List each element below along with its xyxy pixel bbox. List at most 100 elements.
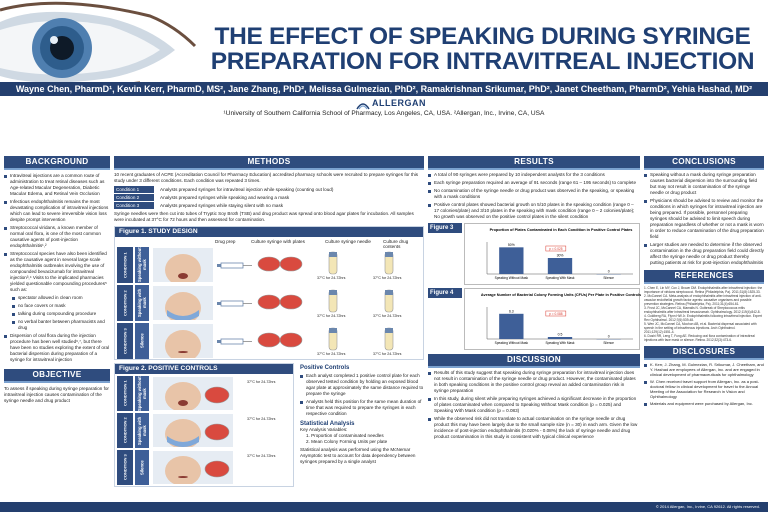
- allergan-wordmark: ALLERGAN: [372, 98, 426, 108]
- chart-bar: [547, 258, 573, 274]
- sub-bullet: spectator allowed in clean room: [12, 295, 110, 301]
- row-condition-label: CONDITION 2: [117, 413, 133, 448]
- chart-bar: [499, 313, 524, 339]
- condition-tag: Condition 3: [114, 202, 154, 209]
- title-line-2: PREPARATION FOR INTRAVITREAL INJECTION: [210, 48, 755, 75]
- reference-item: 4. Goldberg RA, Flynn HW Jr. Endophthalm…: [644, 314, 762, 322]
- figure-1-row: CONDITION 1 Speaking without mask 37°C for…: [117, 247, 421, 283]
- incubation-label: 37°C for 24-72hrs: [247, 380, 276, 384]
- col-label: Drug prep: [215, 239, 236, 244]
- stats-item: 1. Proportion of contaminated needles: [306, 433, 384, 438]
- figure-3: Figure 3 Proportion of Plates Contaminat…: [428, 223, 640, 285]
- stats-text: Statistical analysis was performed using…: [300, 447, 416, 464]
- condition-tag: Condition 1: [114, 186, 154, 193]
- figure-1: Figure 1. STUDY DESIGN Drug prep Culture…: [114, 226, 424, 360]
- condition-text: Analysts prepared syringes while speakin…: [160, 195, 290, 200]
- data-label: 0.5: [558, 333, 563, 337]
- copyright-footer: © 2014 Allergan, Inc., Irvine, CA 92612.…: [0, 502, 768, 512]
- figure-1-grid: Drug prep Culture syringe with plates Cu…: [135, 239, 423, 359]
- analyst-face-icon: [153, 377, 233, 410]
- conclusion-bullet: Physicians should be advised to review a…: [644, 198, 764, 240]
- section-divider: [114, 168, 424, 170]
- methods-intro: 10 recent graduates of ACPE (Accreditati…: [114, 172, 419, 183]
- affiliation: ¹University of Southern California Schoo…: [223, 110, 545, 117]
- positive-bullet: Analysts held this position for the same…: [300, 399, 424, 417]
- culture-tube-icon: [328, 327, 338, 351]
- figure-2-row: CONDITION 1 Speaking without mask 37°C for…: [117, 376, 293, 411]
- condition-text: Analysts prepared syringes for intravitr…: [160, 187, 334, 192]
- figure-1-title: Figure 1. STUDY DESIGN: [115, 227, 423, 237]
- condition-text: Analysts prepared syringes while staying…: [160, 203, 284, 208]
- chart-3-svg: Proportion of Plates Contaminated in Eac…: [486, 228, 633, 280]
- condition-row: Condition 3 Analysts prepared syringes wh…: [114, 202, 424, 209]
- references-heading: REFERENCES: [644, 270, 764, 282]
- discussion-bullet: In this study, during silent while prepa…: [428, 396, 640, 414]
- background-bullet: Streptococcal viridans, a known member o…: [4, 225, 110, 249]
- disclosures-body: K. Kerr, J. Zhang, M. Gulmezian, R. Srik…: [644, 362, 764, 406]
- figure-1-row: CONDITION 3 Silence 37°C for 24-72hrs 37°C …: [117, 323, 421, 359]
- analyst-face-icon: [153, 414, 233, 447]
- title-line-1: THE EFFECT OF SPEAKING DURING SYRINGE: [214, 23, 751, 50]
- row-condition-name: Speaking with mask: [135, 413, 149, 448]
- row-condition-label: CONDITION 1: [117, 376, 133, 411]
- chart-bar: [547, 337, 573, 339]
- sub-bullet: talking during compounding procedure: [12, 311, 110, 317]
- section-divider: [644, 282, 764, 284]
- row-condition-label: CONDITION 3: [117, 450, 133, 485]
- conclusions-body: Speaking without a mask during syringe p…: [644, 172, 764, 266]
- data-label: 0: [608, 335, 610, 339]
- conditions-list: Condition 1 Analysts prepared syringes fo…: [114, 186, 424, 209]
- data-label: 30%: [557, 254, 564, 258]
- background-bullet: Intravitreal injections are a common rou…: [4, 173, 110, 197]
- analyst-face-icon: [153, 324, 213, 358]
- conclusions-column: CONCLUSIONS Speaking without a mask duri…: [644, 156, 764, 406]
- figure-4: Figure 4 Average Number of Bacterial Col…: [428, 288, 641, 350]
- section-divider: [428, 168, 640, 170]
- condition-row: Condition 2 Analysts prepared syringes wh…: [114, 194, 424, 201]
- background-column: BACKGROUND Intravitreal injections are a…: [4, 156, 110, 404]
- row-condition-name: Speaking without mask: [135, 376, 149, 411]
- figure-4-label: Figure 4: [428, 288, 462, 298]
- authors: Wayne Chen, PharmD¹, Kevin Kerr, PharmD,…: [0, 82, 768, 96]
- background-bullet: Dispersion of oral flora during the inje…: [4, 333, 110, 363]
- p-value-annotation: p = 0.088: [549, 312, 563, 316]
- sub-bullet-list: spectator allowed in clean room no face …: [4, 295, 110, 331]
- figure-3-label: Figure 3: [428, 223, 462, 233]
- sub-bullet: no face covers or mask: [12, 303, 110, 309]
- chart-title: Proportion of Plates Contaminated in Eac…: [490, 228, 633, 232]
- culture-tube-icon: [328, 251, 338, 275]
- allergan-mark-icon: [356, 98, 370, 110]
- eye-image: [0, 0, 200, 98]
- culture-tube-icon: [384, 289, 394, 313]
- results-heading: RESULTS: [428, 156, 640, 168]
- p-value-box: [545, 310, 567, 317]
- section-divider: [428, 366, 640, 368]
- incubation-label: 37°C for 24-72hrs: [373, 314, 402, 318]
- incubation-label: 37°C for 24-72hrs: [317, 352, 346, 356]
- incubation-label: 37°C for 24-72hrs: [317, 314, 346, 318]
- disclosure-bullet: Materials and equipment were purchased b…: [644, 401, 764, 406]
- category-label: Silence: [603, 341, 614, 345]
- stats-key: Key Analysis Variables:: [300, 427, 348, 432]
- row-condition-name: Silence: [135, 450, 149, 485]
- background-heading: BACKGROUND: [4, 156, 110, 168]
- section-divider: [4, 168, 110, 170]
- objective-text: To assess if speaking during syringe pre…: [4, 386, 109, 403]
- culture-tube-icon: [384, 327, 394, 351]
- references-list: 1. Chen E, Lin MY, Cox J, Brown DM. Endo…: [644, 286, 764, 342]
- row-condition-name: Speaking without mask: [135, 247, 149, 283]
- incubation-label: 37°C for 24-72hrs: [317, 276, 346, 280]
- category-label: Speaking With Mask: [545, 276, 574, 280]
- condition-tag: Condition 2: [114, 194, 154, 201]
- figure-2-row: CONDITION 3 Silence 37°C for 24-72hrs: [117, 450, 293, 485]
- discussion-bullet: Results of this study suggest that speak…: [428, 370, 640, 394]
- section-divider: [644, 358, 764, 360]
- poster-header: THE EFFECT OF SPEAKING DURING SYRINGE PR…: [0, 0, 768, 108]
- background-bullet: Streptococcal species have also been ide…: [4, 251, 110, 293]
- syringe-icon: [217, 262, 252, 269]
- chart-4: Average Number of Bacterial Colony Formi…: [464, 288, 641, 350]
- agar-plate-icon: [257, 256, 303, 272]
- methods-outro: Syringe needles were then cut into tubes…: [114, 211, 414, 222]
- discussion-bullet: While the observed risk did not translat…: [428, 416, 640, 440]
